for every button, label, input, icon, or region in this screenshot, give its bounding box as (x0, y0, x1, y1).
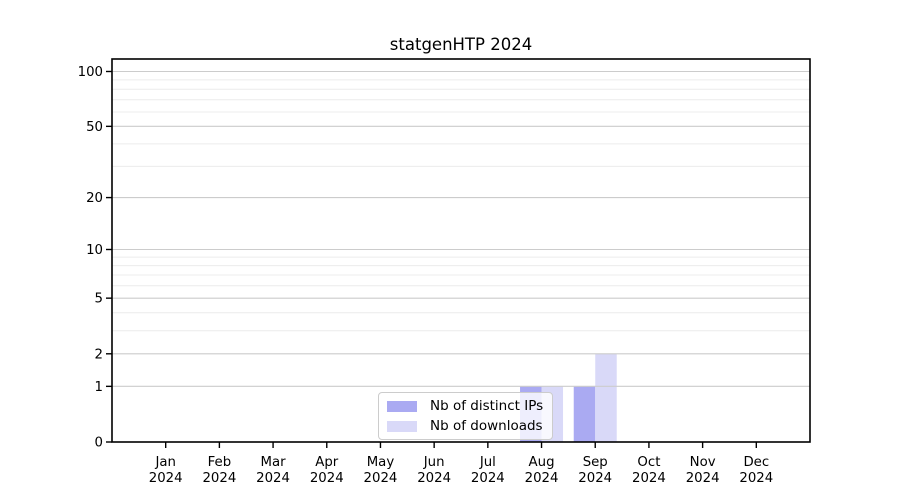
legend-swatch-distinct-ips-icon (387, 400, 417, 412)
x-tick-label-month: May (367, 455, 395, 470)
bar-downloads-sep (595, 353, 617, 442)
x-tick-label-year: 2024 (364, 471, 398, 486)
y-tick-label: 1 (95, 380, 103, 395)
x-tick-label-month: Jan (154, 455, 176, 470)
legend-item-downloads: Nb of downloads (387, 418, 543, 434)
x-tick-label-month: Jul (479, 455, 496, 470)
y-tick-label: 10 (86, 243, 103, 258)
legend: Nb of distinct IPs Nb of downloads (378, 392, 554, 440)
y-tick-label: 2 (95, 347, 103, 362)
x-tick-label-month: Nov (690, 455, 716, 470)
x-tick-label-year: 2024 (417, 471, 451, 486)
x-tick-label-month: Jun (423, 455, 445, 470)
x-tick-label-year: 2024 (632, 471, 666, 486)
x-tick-label-month: Sep (583, 455, 608, 470)
x-tick-label-month: Aug (529, 455, 555, 470)
y-tick-label: 20 (86, 191, 103, 206)
x-tick-label-month: Feb (208, 455, 232, 470)
x-tick-label-year: 2024 (471, 471, 505, 486)
chart-title: statgenHTP 2024 (389, 35, 533, 54)
x-tick-label-year: 2024 (525, 471, 559, 486)
y-tick-label: 100 (78, 65, 103, 80)
bar-distinct-ips-sep (573, 386, 596, 442)
axes-frame (111, 58, 811, 443)
x-tick-label-month: Mar (261, 455, 287, 470)
x-tick-label-month: Apr (315, 455, 339, 470)
x-tick-label-year: 2024 (686, 471, 720, 486)
x-tick-label-year: 2024 (578, 471, 612, 486)
y-tick-label: 5 (95, 292, 103, 307)
x-tick-label-year: 2024 (739, 471, 773, 486)
y-tick-label: 0 (95, 436, 103, 451)
legend-swatch-downloads-icon (387, 420, 417, 432)
x-tick-label-month: Dec (743, 455, 769, 470)
x-tick-label-year: 2024 (256, 471, 290, 486)
legend-item-distinct-ips: Nb of distinct IPs (387, 398, 543, 414)
x-tick-label-year: 2024 (149, 471, 183, 486)
legend-label-downloads: Nb of downloads (430, 418, 543, 434)
x-tick-label-month: Oct (637, 455, 660, 470)
legend-label-distinct-ips: Nb of distinct IPs (430, 398, 544, 414)
y-tick-label: 50 (86, 120, 103, 135)
x-tick-label-year: 2024 (310, 471, 344, 486)
x-tick-label-year: 2024 (202, 471, 236, 486)
